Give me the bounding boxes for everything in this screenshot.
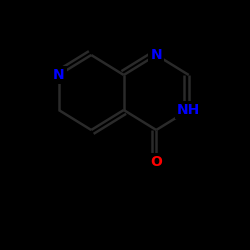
Text: N: N	[53, 68, 64, 82]
Text: N: N	[150, 48, 162, 62]
Text: NH: NH	[177, 103, 201, 117]
Text: O: O	[150, 156, 162, 170]
